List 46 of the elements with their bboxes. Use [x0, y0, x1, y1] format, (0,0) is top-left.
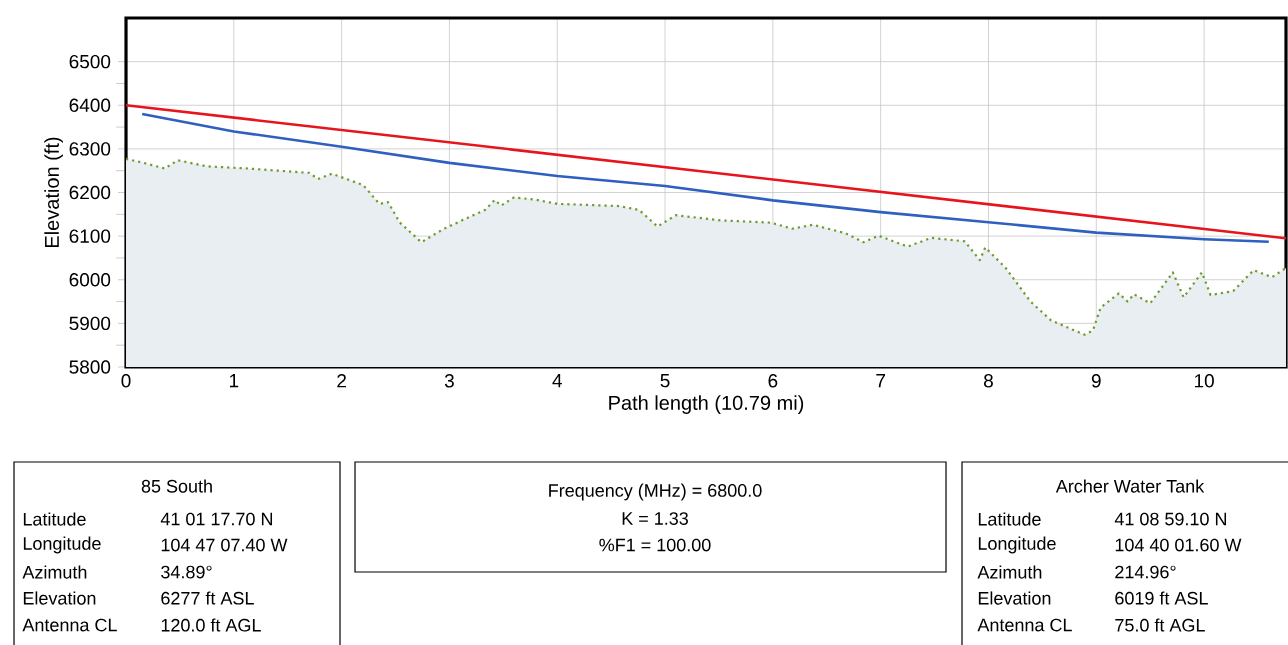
text: %F1 = 100.00	[599, 538, 711, 552]
text: Antenna CL	[977, 618, 1072, 632]
x-tick-label: 5	[660, 374, 670, 388]
x-tick-label: 10	[1194, 374, 1214, 388]
y-tick-label: 5900	[69, 316, 111, 331]
text: 41 01 17.70 N	[160, 512, 273, 526]
text: Azimuth	[22, 565, 87, 579]
text: Azimuth	[977, 565, 1042, 579]
x-tick-label: 6	[768, 374, 778, 388]
text: 34.89°	[161, 565, 212, 579]
text: Longitude	[23, 536, 101, 554]
text: Latitude	[978, 512, 1041, 526]
y-tick-label: 6200	[69, 185, 111, 200]
x-tick-label: 4	[552, 374, 562, 388]
text: 6277 ft ASL	[161, 591, 254, 605]
y-tick-label: 6500	[69, 54, 111, 69]
text: 120.0 ft AGL	[161, 618, 261, 632]
text: Antenna CL	[22, 618, 117, 632]
text: Elevation	[978, 591, 1051, 605]
x-axis-title: Path length (10.79 mi)	[609, 395, 804, 414]
text: 214.96°	[1115, 565, 1176, 579]
text: 6019 ft ASL	[1115, 591, 1208, 605]
x-tick-label: 9	[1091, 374, 1101, 388]
text: Longitude	[978, 536, 1056, 554]
y-tick-label: 6400	[69, 98, 111, 112]
text: K = 1.33	[622, 512, 688, 525]
text: 85 South	[141, 479, 212, 493]
text: 104 40 01.60 W	[1115, 538, 1242, 552]
text: Frequency (MHz) = 6800.0	[549, 483, 762, 501]
x-tick-label: 0	[121, 374, 131, 388]
x-tick-label: 8	[984, 374, 993, 388]
text: Elevation	[23, 591, 96, 605]
y-tick-label: 6100	[69, 229, 111, 243]
y-tick-label: 6300	[69, 142, 111, 156]
x-tick-label: 3	[444, 374, 454, 388]
x-tick-label: 1	[229, 374, 239, 388]
text: Archer Water Tank	[1055, 479, 1205, 493]
y-axis-title: Elevation (ft)	[44, 137, 63, 248]
y-tick-label: 5800	[69, 360, 111, 374]
text: 75.0 ft AGL	[1115, 618, 1205, 632]
text: 104 47 07.40 W	[161, 538, 288, 552]
text: 41 08 59.10 N	[1114, 512, 1227, 526]
x-tick-label: 7	[876, 374, 885, 388]
y-tick-label: 6000	[69, 273, 111, 287]
x-tick-label: 2	[337, 374, 346, 388]
text: Latitude	[23, 512, 86, 526]
